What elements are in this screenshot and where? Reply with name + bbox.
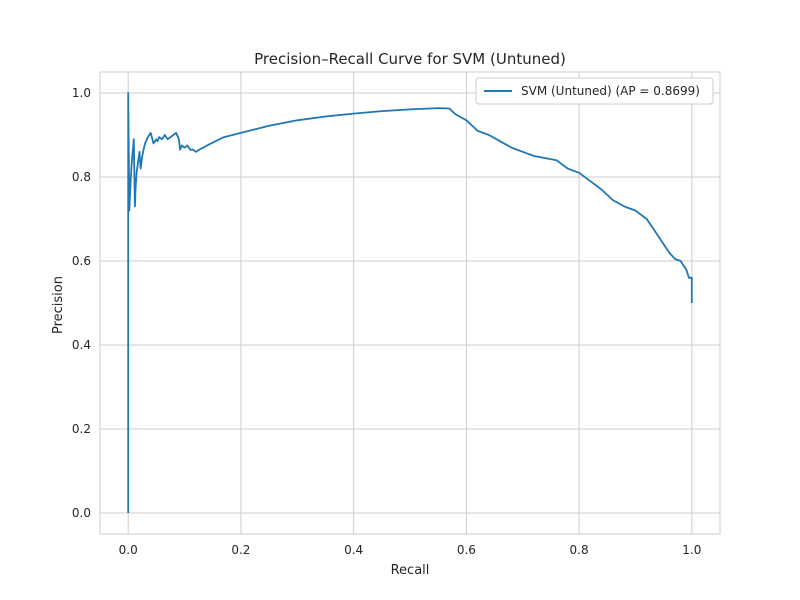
y-tick-label: 0.0 [72,506,91,520]
x-tick-label: 0.0 [119,543,138,557]
y-tick-label: 1.0 [72,86,91,100]
x-tick-label: 0.6 [457,543,476,557]
y-tick-label: 0.6 [72,254,91,268]
legend-entry-svm: SVM (Untuned) (AP = 0.8699) [521,84,700,98]
chart-title: Precision–Recall Curve for SVM (Untuned) [254,50,566,68]
x-axis-label: Recall [391,563,430,578]
y-tick-label: 0.4 [72,338,91,352]
plot-area: 0.0 0.2 0.4 0.6 0.8 1.0 0.0 0.2 0.4 0.6 0.8 1.0 [72,71,721,557]
y-tick-label: 0.2 [72,422,91,436]
y-tick-label: 0.8 [72,170,91,184]
x-tick-label: 0.4 [344,543,363,557]
x-tick-label: 1.0 [682,543,701,557]
x-tick-label: 0.2 [231,543,250,557]
legend: SVM (Untuned) (AP = 0.8699) [475,77,714,105]
legend-box [475,77,714,105]
x-tick-label: 0.8 [570,543,589,557]
y-axis-label: Precision [51,276,66,334]
plot-frame [99,71,721,535]
series-line-svm [127,92,693,513]
